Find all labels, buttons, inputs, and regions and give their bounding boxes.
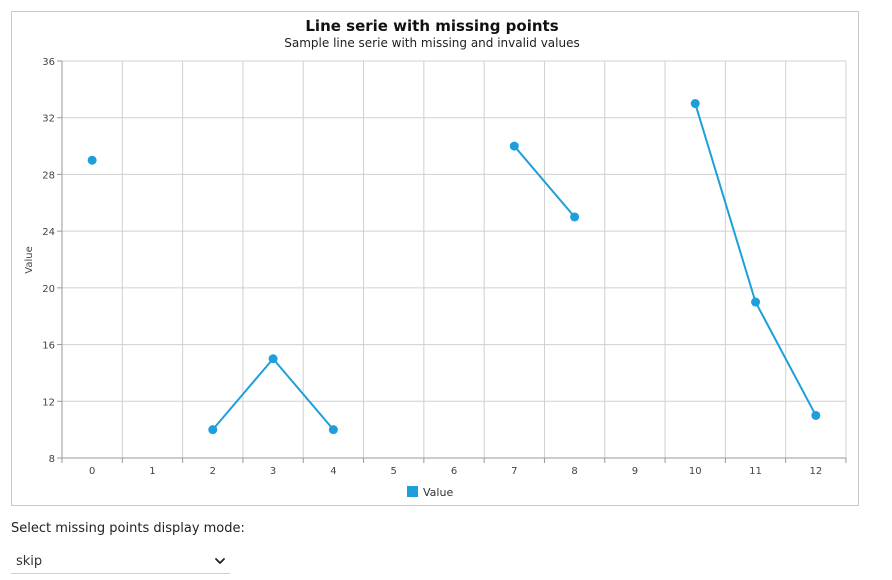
data-point[interactable] (268, 354, 278, 364)
chart-container: Line serie with missing points Sample li… (11, 11, 859, 506)
x-tick-label: 12 (809, 466, 822, 477)
y-tick-label: 28 (42, 170, 55, 181)
y-tick-label: 36 (42, 57, 55, 68)
legend-label[interactable]: Value (423, 486, 453, 499)
series-line-segment (212, 357, 335, 431)
x-tick-label: 3 (270, 466, 276, 477)
x-tick-label: 4 (330, 466, 336, 477)
chart-subtitle: Sample line serie with missing and inval… (284, 36, 579, 50)
y-tick-label: 24 (42, 227, 55, 238)
y-axis-title: Value (24, 246, 35, 273)
display-mode-value: skip (16, 554, 43, 569)
x-tick-label: 1 (149, 466, 155, 477)
x-tick-label: 6 (451, 466, 457, 477)
line-chart: Line serie with missing points Sample li… (24, 17, 847, 499)
display-mode-select[interactable]: skip (11, 550, 230, 574)
chart-title: Line serie with missing points (305, 17, 558, 35)
series-value (87, 99, 821, 435)
x-tick-label: 10 (689, 466, 702, 477)
x-tick-label: 9 (632, 466, 638, 477)
x-tick-label: 5 (391, 466, 397, 477)
data-point[interactable] (690, 99, 700, 109)
x-tick-label: 7 (511, 466, 517, 477)
y-tick-label: 16 (42, 341, 55, 352)
data-point[interactable] (328, 425, 338, 435)
data-point[interactable] (751, 297, 761, 307)
grid (61, 60, 847, 459)
data-point[interactable] (570, 212, 580, 222)
x-tick-label: 11 (749, 466, 762, 477)
x-tick-label: 8 (571, 466, 577, 477)
data-point[interactable] (87, 155, 97, 165)
x-tick-label: 0 (89, 466, 95, 477)
series-line-segment (513, 145, 576, 218)
data-point[interactable] (811, 410, 821, 420)
y-tick-label: 20 (42, 284, 55, 295)
data-point[interactable] (509, 141, 519, 151)
x-tick-label: 2 (210, 466, 216, 477)
legend[interactable]: Value (407, 486, 453, 499)
y-tick-label: 12 (42, 397, 55, 408)
data-point[interactable] (208, 425, 218, 435)
series-line-segment (694, 103, 817, 416)
y-tick-label: 8 (49, 454, 55, 465)
chevron-down-icon (215, 558, 225, 564)
y-tick-label: 32 (42, 114, 55, 125)
legend-swatch[interactable] (407, 486, 418, 497)
display-mode-label: Select missing points display mode: (11, 521, 245, 536)
